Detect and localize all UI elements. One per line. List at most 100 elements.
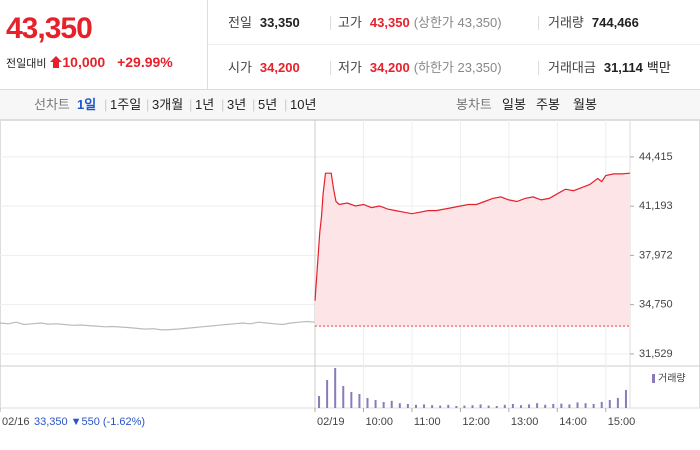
stat-value: 31,114 — [603, 60, 643, 75]
stat-note: (상한가 43,350) — [413, 15, 502, 30]
volume-bar — [414, 404, 417, 408]
x-tick-label: 12:00 — [462, 416, 490, 428]
header: 43,350 전일대비 10,000 +29.99% 전일 33,350 고가 43,… — [0, 0, 700, 90]
volume-bar — [592, 404, 595, 408]
up-arrow — [50, 56, 63, 68]
volume-bar — [406, 404, 409, 408]
volume-bar — [431, 405, 434, 408]
tab[interactable]: 1일 — [77, 97, 97, 112]
stat-label: 고가 — [338, 15, 362, 30]
volume-bar — [463, 405, 466, 408]
tab-sep: | — [221, 97, 225, 112]
volume-bar — [503, 404, 506, 408]
tab[interactable]: 1주일 — [110, 97, 142, 112]
stat-value: 43,350 — [369, 15, 410, 30]
tab[interactable]: 주봉 — [536, 97, 560, 112]
volume-bar — [471, 405, 474, 408]
price-box: 43,350 전일대비 10,000 +29.99% — [0, 0, 208, 90]
volume-bar — [568, 404, 571, 408]
volume-bar — [318, 396, 321, 408]
x-tick-label: 10:00 — [365, 416, 393, 428]
separator — [538, 16, 539, 30]
footer-info: 33,350 ▼550 (-1.62%) — [34, 416, 145, 428]
stat-label: 거래량 — [548, 15, 584, 30]
volume-bar — [519, 405, 522, 408]
volume-bar — [374, 400, 377, 408]
line — [314, 172, 631, 301]
x-tick-label: 02/16 — [2, 416, 30, 428]
volume-bar — [439, 405, 442, 408]
x-tick-label: 11:00 — [414, 416, 441, 428]
change-label: 전일대비 — [6, 58, 47, 70]
stat-value: 744,466 — [591, 15, 639, 30]
volume-bar — [479, 404, 482, 408]
y-tick-label: 37,972 — [639, 249, 673, 261]
y-tick-label: 44,415 — [639, 151, 673, 163]
tab[interactable]: 5년 — [258, 97, 278, 112]
stat: 거래량 744,466 — [548, 0, 639, 45]
y-tick-label: 34,750 — [639, 299, 673, 311]
x-tick-label: 02/19 — [317, 416, 345, 428]
x-tick-label: 14:00 — [559, 416, 587, 428]
tab-label: 선차트 — [34, 97, 70, 112]
chart: 44,415 41,193 37,972 34,750 31,529 02/16 02/19… — [0, 120, 700, 428]
tab-sep: | — [146, 97, 150, 112]
volume-bar — [600, 402, 603, 408]
stat-value: 34,200 — [259, 60, 300, 75]
tab-sep: | — [104, 97, 108, 112]
volume-bar — [487, 405, 490, 408]
tab-bar: 선차트 1일 | 1주일 | 3개월 | 1년 | 3년 | 5년 | 10년 봉차트 일봉 주봉 월봉 — [0, 90, 700, 120]
separator — [330, 61, 331, 75]
volume-bar — [528, 404, 531, 408]
stat-label: 시가 — [228, 60, 252, 75]
change-rate: +29.99% — [117, 54, 173, 70]
stat: 저가 34,200 (하한가 23,350) — [338, 45, 502, 90]
volume-bar — [511, 404, 514, 408]
stats-row: 시가 34,200 저가 34,200 (하한가 23,350) 거래대금 31,114 백만 — [208, 45, 700, 90]
stat-label: 저가 — [338, 60, 362, 75]
volume-bar — [398, 403, 401, 408]
volume-bar — [326, 380, 329, 408]
stat: 시가 34,200 — [228, 45, 300, 90]
stat-unit: 백만 — [646, 60, 671, 75]
line — [0, 320, 316, 331]
tab[interactable]: 3년 — [227, 97, 247, 112]
volume-bar — [342, 386, 345, 408]
volume-bar — [382, 402, 385, 408]
volume-bar — [350, 392, 353, 408]
tab[interactable]: 3개월 — [152, 97, 184, 112]
tab[interactable]: 10년 — [290, 97, 317, 112]
volume-bar — [358, 394, 361, 408]
volume-bar — [608, 400, 611, 408]
separator — [538, 61, 539, 75]
change: 전일대비 10,000 +29.99% — [6, 54, 173, 71]
tab[interactable]: 일봉 — [502, 97, 526, 112]
stat-value: 33,350 — [259, 15, 300, 30]
footer-price: 33,350 — [34, 416, 68, 428]
tab-sep: | — [284, 97, 288, 112]
volume-bar — [423, 404, 426, 408]
volume-bar — [455, 406, 458, 408]
tab[interactable]: 1년 — [195, 97, 215, 112]
volume-bar — [624, 390, 627, 408]
volume-bar — [390, 400, 393, 408]
volume-bar — [544, 404, 547, 408]
stat: 전일 33,350 — [228, 0, 300, 45]
tab-label: 봉차트 — [456, 97, 492, 112]
x-tick-label: 13:00 — [511, 416, 539, 428]
volume-bar — [560, 403, 563, 408]
legend-swatch — [652, 374, 655, 383]
volume-bar — [495, 406, 498, 408]
volume-bar — [584, 403, 587, 408]
volume-bar — [447, 404, 450, 408]
volume-bar — [536, 403, 539, 408]
volume-bar — [576, 402, 579, 408]
area — [315, 173, 630, 327]
legend-label: 거래량 — [658, 373, 686, 385]
tab[interactable]: 월봉 — [573, 97, 597, 112]
stat-label: 거래대금 — [548, 60, 596, 75]
separator — [330, 16, 331, 30]
tab-sep: | — [252, 97, 256, 112]
stat-label: 전일 — [228, 15, 252, 30]
